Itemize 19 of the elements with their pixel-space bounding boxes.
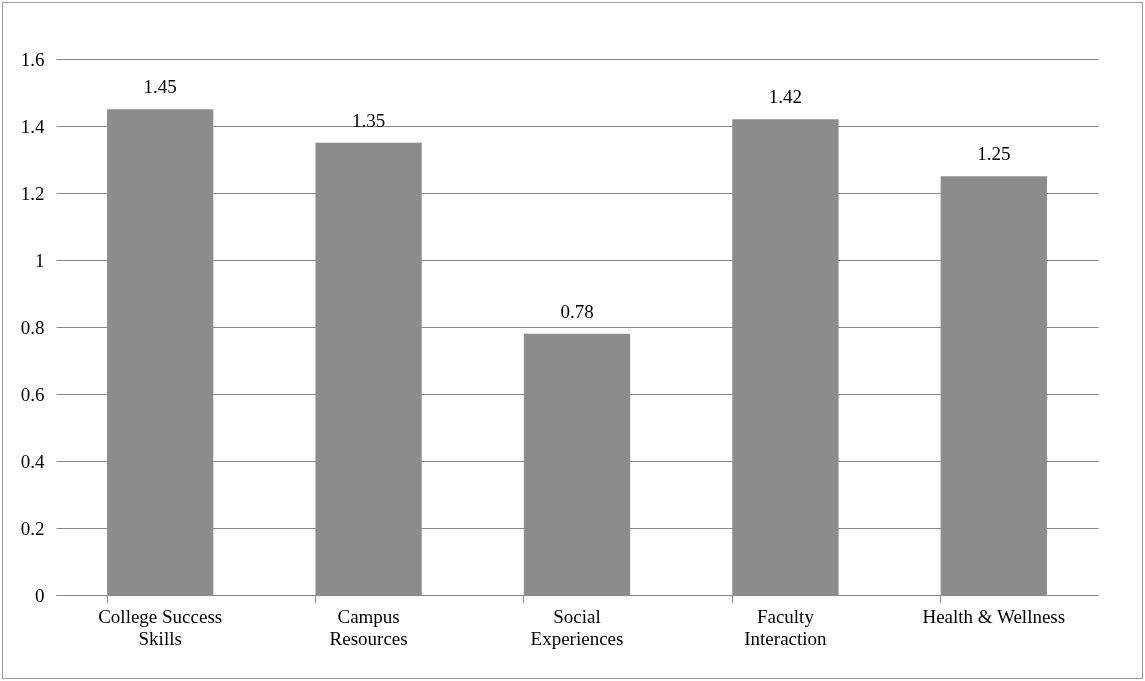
y-tick-label: 0.8 <box>20 316 45 338</box>
data-label: 1.45 <box>143 76 177 98</box>
y-tick-label: 0 <box>35 584 45 606</box>
y-tick-label: 1.4 <box>20 115 45 137</box>
x-tick-label: Campus Resources <box>329 605 408 649</box>
y-tick-label: 0.4 <box>20 450 45 472</box>
x-tick-label: College Success Skills <box>98 605 223 649</box>
data-label: 1.25 <box>977 143 1011 165</box>
x-tick-label: Social Experiences <box>530 605 624 649</box>
data-label: 1.42 <box>768 86 803 108</box>
x-tick-label: Health & Wellness <box>922 605 1066 627</box>
y-tick-label: 0.6 <box>20 383 45 405</box>
data-label: 1.35 <box>351 109 386 131</box>
y-tick-label: 0.2 <box>20 517 45 539</box>
y-tick-label: 1.6 <box>20 48 45 70</box>
x-tick-label: Faculty Interaction <box>744 605 828 649</box>
y-tick-label: 1.2 <box>20 182 45 204</box>
data-label: 0.78 <box>560 300 594 322</box>
y-tick-label: 1 <box>35 249 45 271</box>
